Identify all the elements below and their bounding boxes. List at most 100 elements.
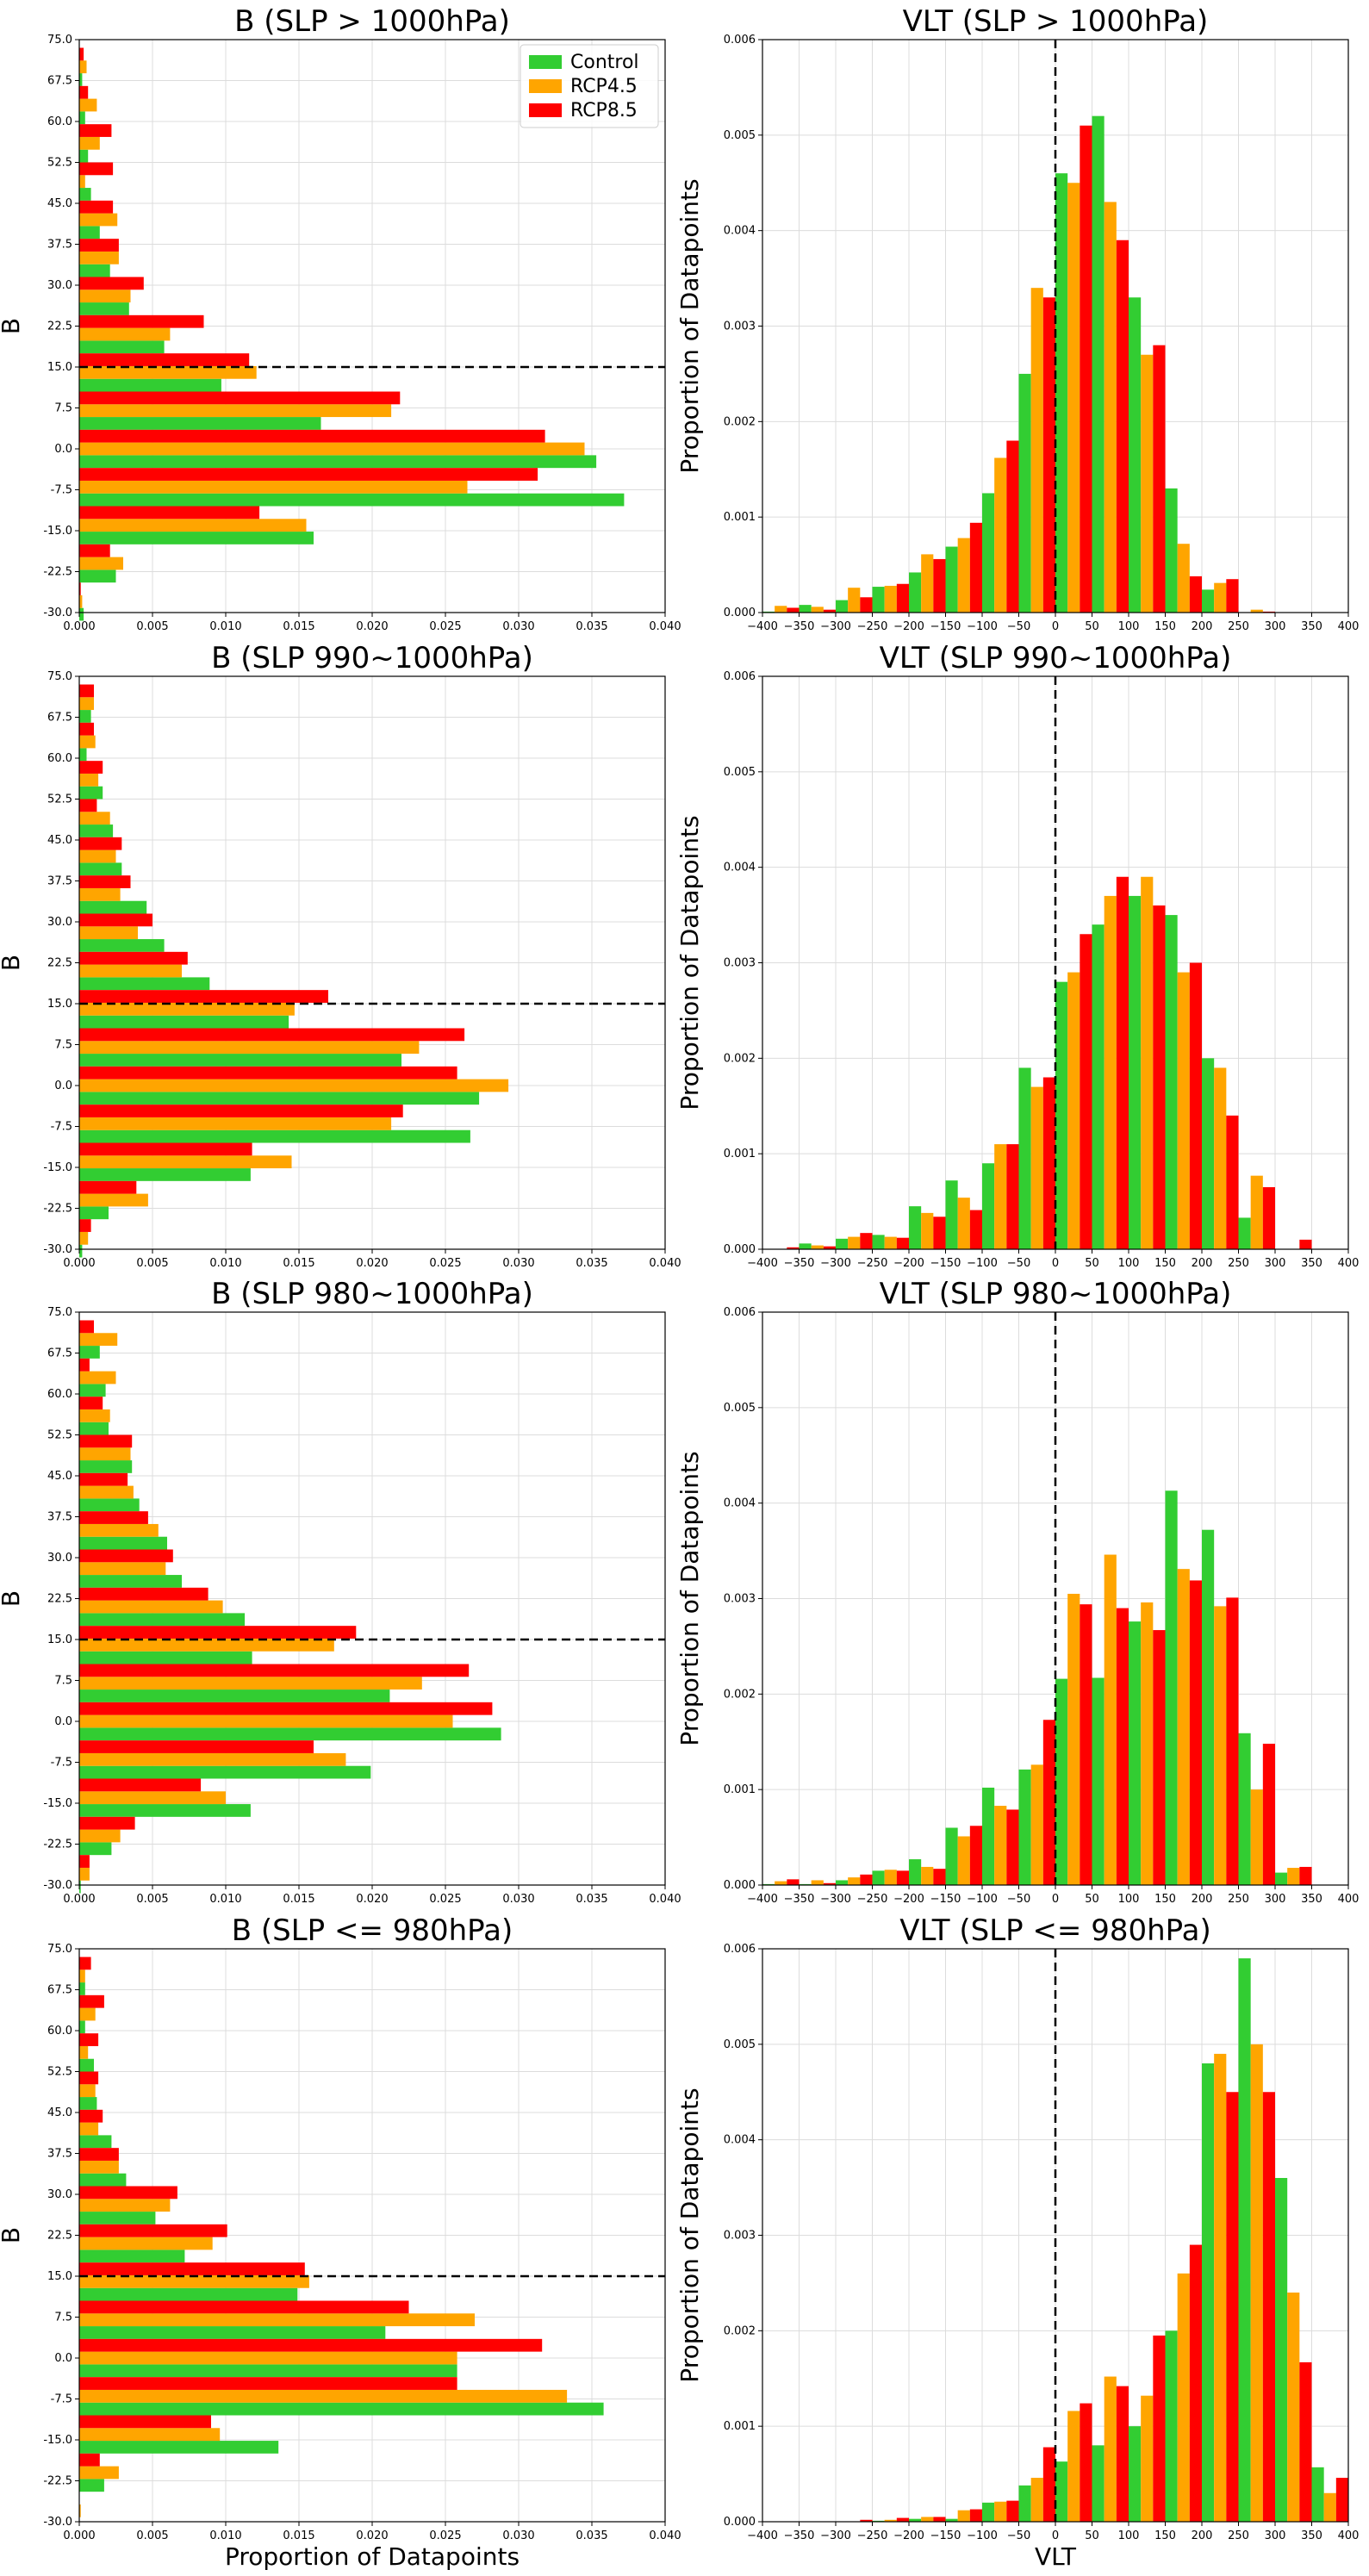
y-tick-label: 0.000: [724, 1243, 756, 1256]
bar-rcp45: [957, 2510, 970, 2522]
x-tick-label: −250: [857, 2529, 888, 2542]
bar-rcp45: [994, 2501, 1007, 2522]
x-tick-label: −150: [930, 2529, 961, 2542]
bar-rcp85: [1080, 125, 1092, 613]
bar-control: [79, 1498, 140, 1512]
bar-control: [909, 1859, 922, 1885]
bar-rcp45: [1141, 2395, 1154, 2522]
bar-rcp85: [79, 1511, 148, 1524]
y-tick-label: 37.5: [47, 875, 72, 888]
bar-rcp85: [1226, 2092, 1239, 2522]
bar-control: [79, 710, 91, 723]
bar-rcp85: [79, 1549, 173, 1563]
x-tick-label: −50: [1007, 1893, 1030, 1906]
bar-rcp45: [884, 585, 897, 613]
bar-control: [79, 939, 165, 952]
y-tick-label: -22.5: [43, 1839, 72, 1851]
bar-rcp85: [79, 1180, 137, 1194]
bar-rcp85: [1262, 1186, 1275, 1249]
bar-control: [79, 2173, 127, 2187]
bar-rcp85: [1116, 240, 1129, 613]
bar-rcp85: [79, 684, 94, 698]
bar-rcp85: [1299, 2361, 1312, 2522]
x-tick-label: 100: [1118, 620, 1140, 633]
bar-rcp45: [1067, 183, 1080, 613]
bar-rcp45: [79, 1714, 453, 1728]
bar-rcp45: [79, 1002, 295, 1016]
bar-control: [1129, 895, 1142, 1249]
x-tick-label: 300: [1265, 1893, 1286, 1906]
y-tick-label: 67.5: [47, 712, 72, 725]
bar-rcp85: [1189, 962, 1202, 1249]
bar-rcp85: [787, 1247, 800, 1249]
bar-control: [1202, 1058, 1215, 1249]
bar-rcp45: [921, 554, 934, 613]
bar-control: [79, 340, 165, 354]
bar-rcp85: [1189, 576, 1202, 613]
bar-rcp85: [1335, 2478, 1348, 2522]
x-tick-label: −50: [1007, 620, 1030, 633]
bar-rcp85: [79, 2186, 177, 2200]
bar-rcp85: [79, 722, 94, 736]
y-tick-label: 0.000: [724, 2516, 756, 2529]
bar-rcp85: [1189, 2244, 1202, 2522]
bar-rcp85: [79, 1142, 252, 1156]
bar-control: [1165, 2330, 1178, 2522]
x-tick-label: 0.040: [649, 620, 681, 633]
bar-control: [79, 1244, 83, 1258]
bar-rcp45: [1067, 972, 1080, 1249]
bar-control: [79, 2058, 94, 2072]
bar-control: [909, 1206, 922, 1249]
bar-control: [79, 2479, 104, 2492]
x-tick-label: −150: [930, 1257, 961, 1270]
bar-rcp45: [1030, 1086, 1043, 1249]
y-tick-label: 37.5: [47, 239, 72, 252]
x-tick-label: −300: [820, 2529, 851, 2542]
bar-control: [79, 2249, 185, 2263]
y-tick-label: -30.0: [43, 2516, 72, 2529]
bar-rcp85: [1262, 1743, 1275, 1885]
y-tick-label: 75.0: [47, 1943, 72, 1956]
bar-rcp45: [1214, 1067, 1227, 1249]
x-tick-label: −100: [967, 620, 998, 633]
x-tick-label: −100: [967, 1893, 998, 1906]
bar-rcp85: [79, 1587, 208, 1601]
x-tick-label: 0.040: [649, 2529, 681, 2542]
x-tick-label: 0.000: [63, 1257, 95, 1270]
bar-rcp45: [848, 1877, 861, 1885]
bar-rcp45: [811, 1880, 824, 1885]
x-tick-label: 350: [1301, 2529, 1322, 2542]
bar-rcp85: [933, 1216, 946, 1249]
bar-control: [1018, 1067, 1031, 1249]
bar-control: [79, 1689, 390, 1702]
bar-rcp85: [1042, 2447, 1055, 2522]
chart-panel-1: 0.000 0.005 0.010 0.015 0.020 0.025 0.030 0.035…: [0, 4, 681, 633]
legend-label: RCP8.5: [570, 100, 638, 121]
x-tick-label: −100: [967, 2529, 998, 2542]
bar-control: [79, 2326, 386, 2339]
bar-rcp85: [1116, 2386, 1129, 2522]
bar-rcp45: [1250, 609, 1263, 613]
bar-rcp45: [921, 1212, 934, 1249]
y-tick-label: 0.006: [724, 670, 756, 683]
bar-rcp45: [884, 2519, 897, 2522]
y-tick-label: 30.0: [47, 1552, 72, 1565]
bar-rcp85: [1153, 345, 1166, 613]
bar-rcp45: [79, 926, 138, 940]
bar-control: [79, 1168, 251, 1181]
bar-rcp85: [79, 2338, 543, 2352]
legend-swatch: [529, 55, 562, 69]
x-tick-label: 0.025: [429, 620, 461, 633]
y-tick-label: 37.5: [47, 2148, 72, 2161]
bar-rcp85: [79, 2300, 409, 2314]
bar-control: [945, 2518, 958, 2522]
y-tick-label: -15.0: [43, 525, 72, 538]
x-tick-label: −400: [747, 1257, 778, 1270]
bar-rcp85: [860, 597, 873, 613]
x-tick-label: 300: [1265, 2529, 1286, 2542]
y-tick-label: 0.002: [724, 415, 756, 428]
bar-rcp85: [969, 1826, 982, 1885]
x-tick-label: 50: [1085, 620, 1099, 633]
y-tick-label: 15.0: [47, 361, 72, 374]
